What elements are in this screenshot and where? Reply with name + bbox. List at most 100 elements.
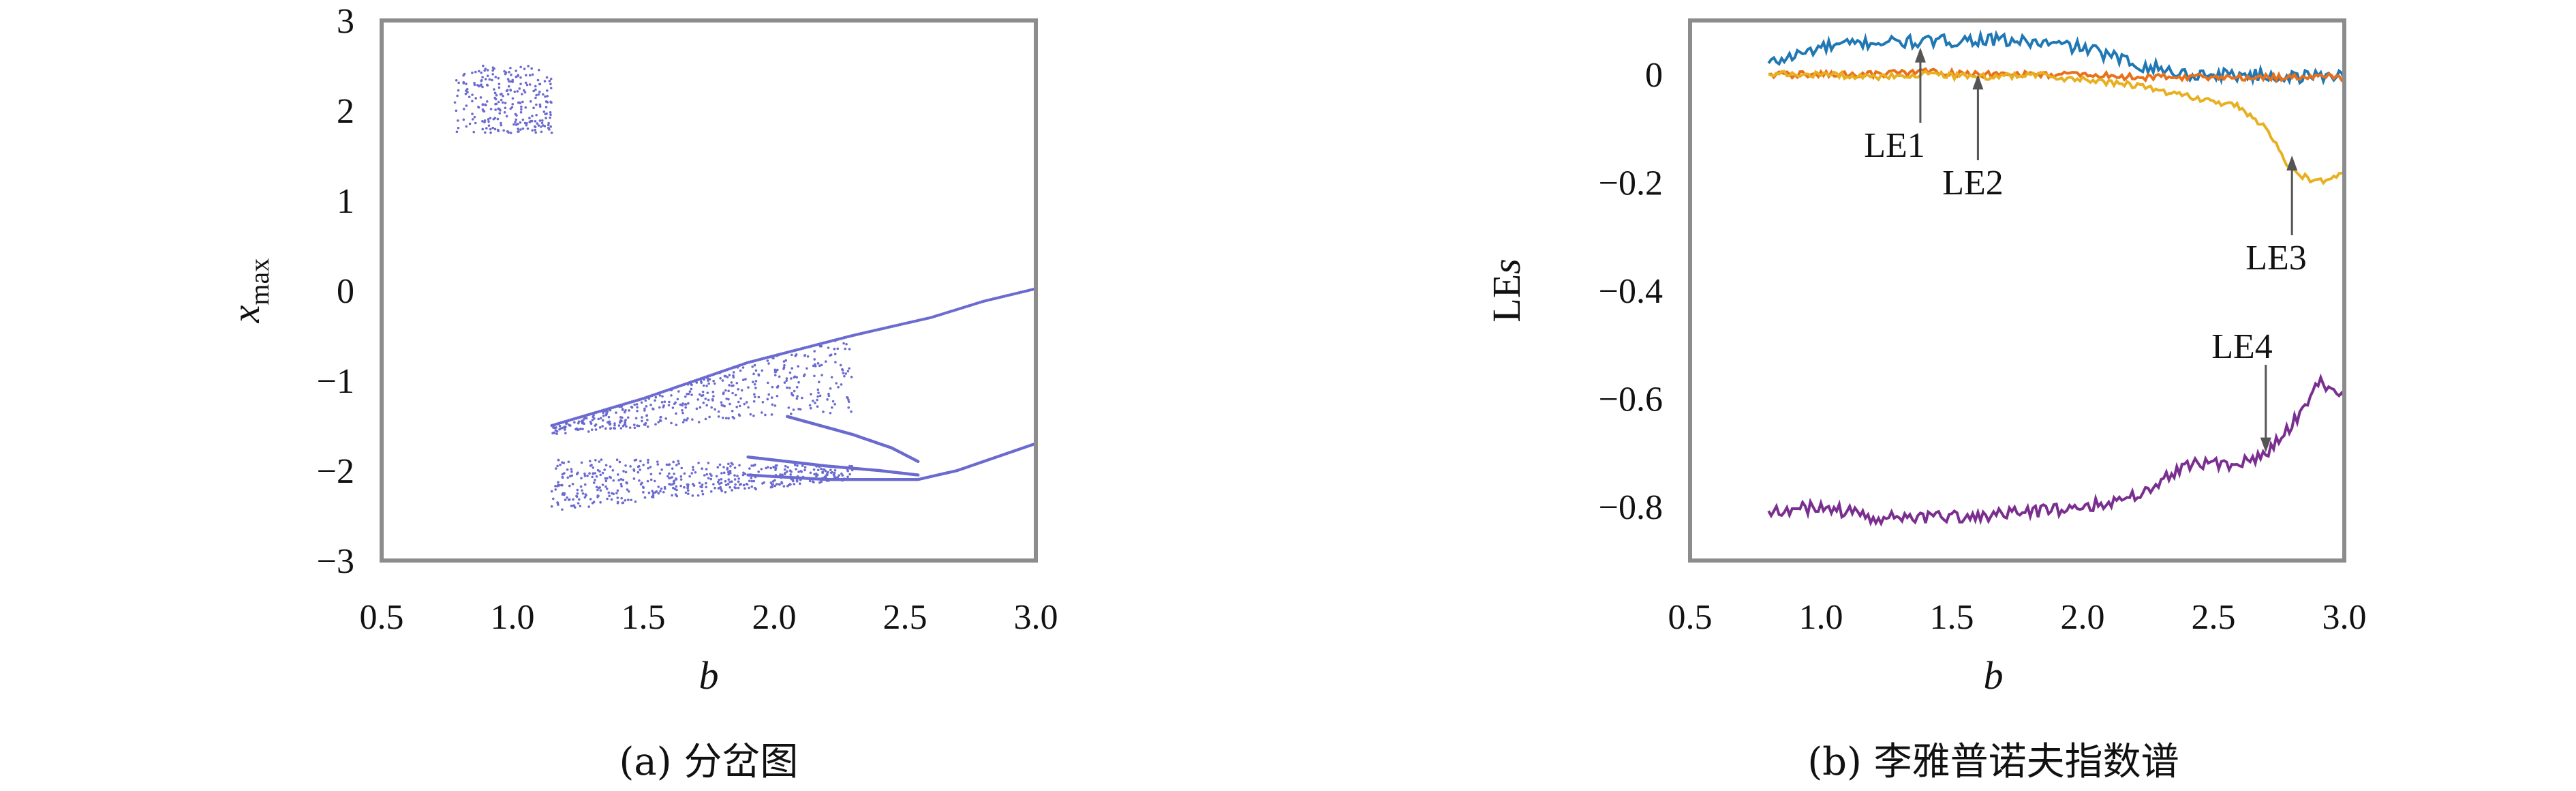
a-scatter-point bbox=[486, 84, 489, 87]
a-scatter-point bbox=[564, 432, 567, 435]
a-scatter-point bbox=[752, 372, 755, 376]
a-scatter-point bbox=[793, 376, 796, 379]
a-scatter-point bbox=[687, 392, 690, 395]
a-scatter-point bbox=[767, 362, 770, 365]
a-scatter-point bbox=[796, 464, 799, 467]
a-scatter-point bbox=[500, 92, 503, 95]
a-scatter-point bbox=[733, 486, 736, 489]
a-chaotic-region-1 bbox=[453, 64, 553, 134]
a-scatter-point bbox=[792, 408, 795, 411]
a-scatter-point bbox=[497, 107, 500, 110]
a-scatter-point bbox=[778, 483, 781, 486]
a-scatter-point bbox=[612, 492, 615, 496]
a-scatter-point bbox=[675, 464, 678, 466]
a-scatter-point bbox=[497, 130, 500, 133]
a-scatter-point bbox=[812, 481, 815, 483]
a-scatter-point bbox=[823, 468, 826, 471]
a-scatter-point bbox=[531, 129, 534, 132]
a-scatter-point bbox=[690, 393, 693, 396]
a-scatter-point bbox=[654, 395, 658, 399]
a-scatter-point bbox=[599, 473, 602, 477]
a-scatter-point bbox=[456, 94, 459, 98]
a-scatter-point bbox=[657, 486, 660, 488]
a-scatter-point bbox=[649, 404, 652, 406]
a-scatter-point bbox=[818, 364, 821, 368]
a-scatter-point bbox=[636, 406, 639, 409]
a-scatter-point bbox=[561, 475, 564, 479]
a-scatter-point bbox=[605, 488, 609, 490]
a-scatter-point bbox=[487, 120, 490, 123]
a-scatter-point bbox=[566, 496, 568, 499]
a-scatter-point bbox=[791, 393, 794, 396]
a-scatter-point bbox=[504, 106, 507, 110]
a-scatter-point bbox=[525, 123, 528, 127]
a-scatter-point bbox=[630, 498, 632, 502]
a-scatter-point bbox=[797, 365, 799, 368]
a-scatter-point bbox=[601, 419, 604, 422]
a-scatter-point bbox=[740, 389, 743, 392]
a-scatter-point bbox=[511, 97, 515, 100]
a-scatter-point bbox=[773, 484, 777, 488]
a-scatter-point bbox=[544, 95, 547, 98]
a-scatter-point bbox=[613, 422, 616, 425]
a-scatter-point bbox=[530, 119, 532, 123]
b-x-axis-label: b bbox=[1984, 653, 2004, 698]
a-scatter-point bbox=[521, 93, 523, 95]
a-scatter-point bbox=[580, 477, 583, 480]
a-scatter-point bbox=[836, 347, 840, 350]
a-scatter-point bbox=[809, 406, 812, 410]
a-scatter-point bbox=[696, 494, 700, 497]
b-annotation-le4: LE4 bbox=[2211, 327, 2273, 453]
a-scatter-point bbox=[795, 479, 799, 483]
a-scatter-point bbox=[772, 357, 775, 360]
a-scatter-point bbox=[671, 467, 674, 470]
a-scatter-point bbox=[757, 395, 761, 399]
a-scatter-point bbox=[570, 468, 573, 471]
a-scatter-point bbox=[586, 475, 589, 477]
a-scatter-point bbox=[817, 380, 821, 384]
a-scatter-point bbox=[716, 481, 720, 483]
a-scatter-point bbox=[747, 406, 750, 409]
a-scatter-point bbox=[735, 381, 739, 385]
a-scatter-point bbox=[711, 390, 715, 393]
a-scatter-point bbox=[581, 492, 585, 495]
a-scatter-point bbox=[577, 428, 580, 431]
a-scatter-point bbox=[550, 490, 553, 493]
a-scatter-point bbox=[730, 480, 733, 483]
a-scatter-point bbox=[833, 347, 836, 350]
a-y-tick-label: −1 bbox=[317, 362, 354, 401]
a-scatter-point bbox=[597, 494, 600, 498]
a-scatter-point bbox=[550, 131, 553, 134]
a-scatter-point bbox=[701, 390, 705, 393]
b-annotation-label: LE1 bbox=[1864, 126, 1925, 165]
a-scatter-point bbox=[808, 404, 812, 407]
a-scatter-point bbox=[534, 119, 537, 123]
a-scatter-point bbox=[700, 381, 703, 385]
a-scatter-point bbox=[559, 483, 563, 487]
a-scatter-point bbox=[493, 91, 497, 95]
a-scatter-point bbox=[487, 124, 491, 127]
a-scatter-point bbox=[754, 369, 758, 372]
a-scatter-point bbox=[616, 473, 619, 476]
a-scatter-point bbox=[491, 78, 493, 82]
a-scatter-point bbox=[702, 384, 705, 387]
a-scatter-point bbox=[612, 479, 615, 482]
a-scatter-point bbox=[671, 494, 673, 497]
a-scatter-point bbox=[529, 100, 532, 103]
a-scatter-point bbox=[766, 466, 769, 468]
a-branch-3 bbox=[746, 456, 920, 477]
a-scatter-point bbox=[515, 114, 518, 117]
a-scatter-point bbox=[779, 473, 782, 476]
a-scatter-point bbox=[742, 471, 745, 475]
a-scatter-point bbox=[489, 128, 492, 131]
a-scatter-point bbox=[635, 403, 639, 406]
a-scatter-point bbox=[803, 354, 806, 357]
a-branch-point bbox=[917, 460, 920, 463]
a-scatter-point bbox=[691, 483, 694, 486]
a-scatter-point bbox=[598, 486, 602, 489]
a-scatter-point bbox=[589, 420, 592, 423]
a-scatter-point bbox=[453, 101, 457, 104]
a-scatter-point bbox=[707, 477, 710, 480]
a-scatter-point bbox=[511, 102, 515, 106]
a-scatter-point bbox=[701, 492, 705, 496]
